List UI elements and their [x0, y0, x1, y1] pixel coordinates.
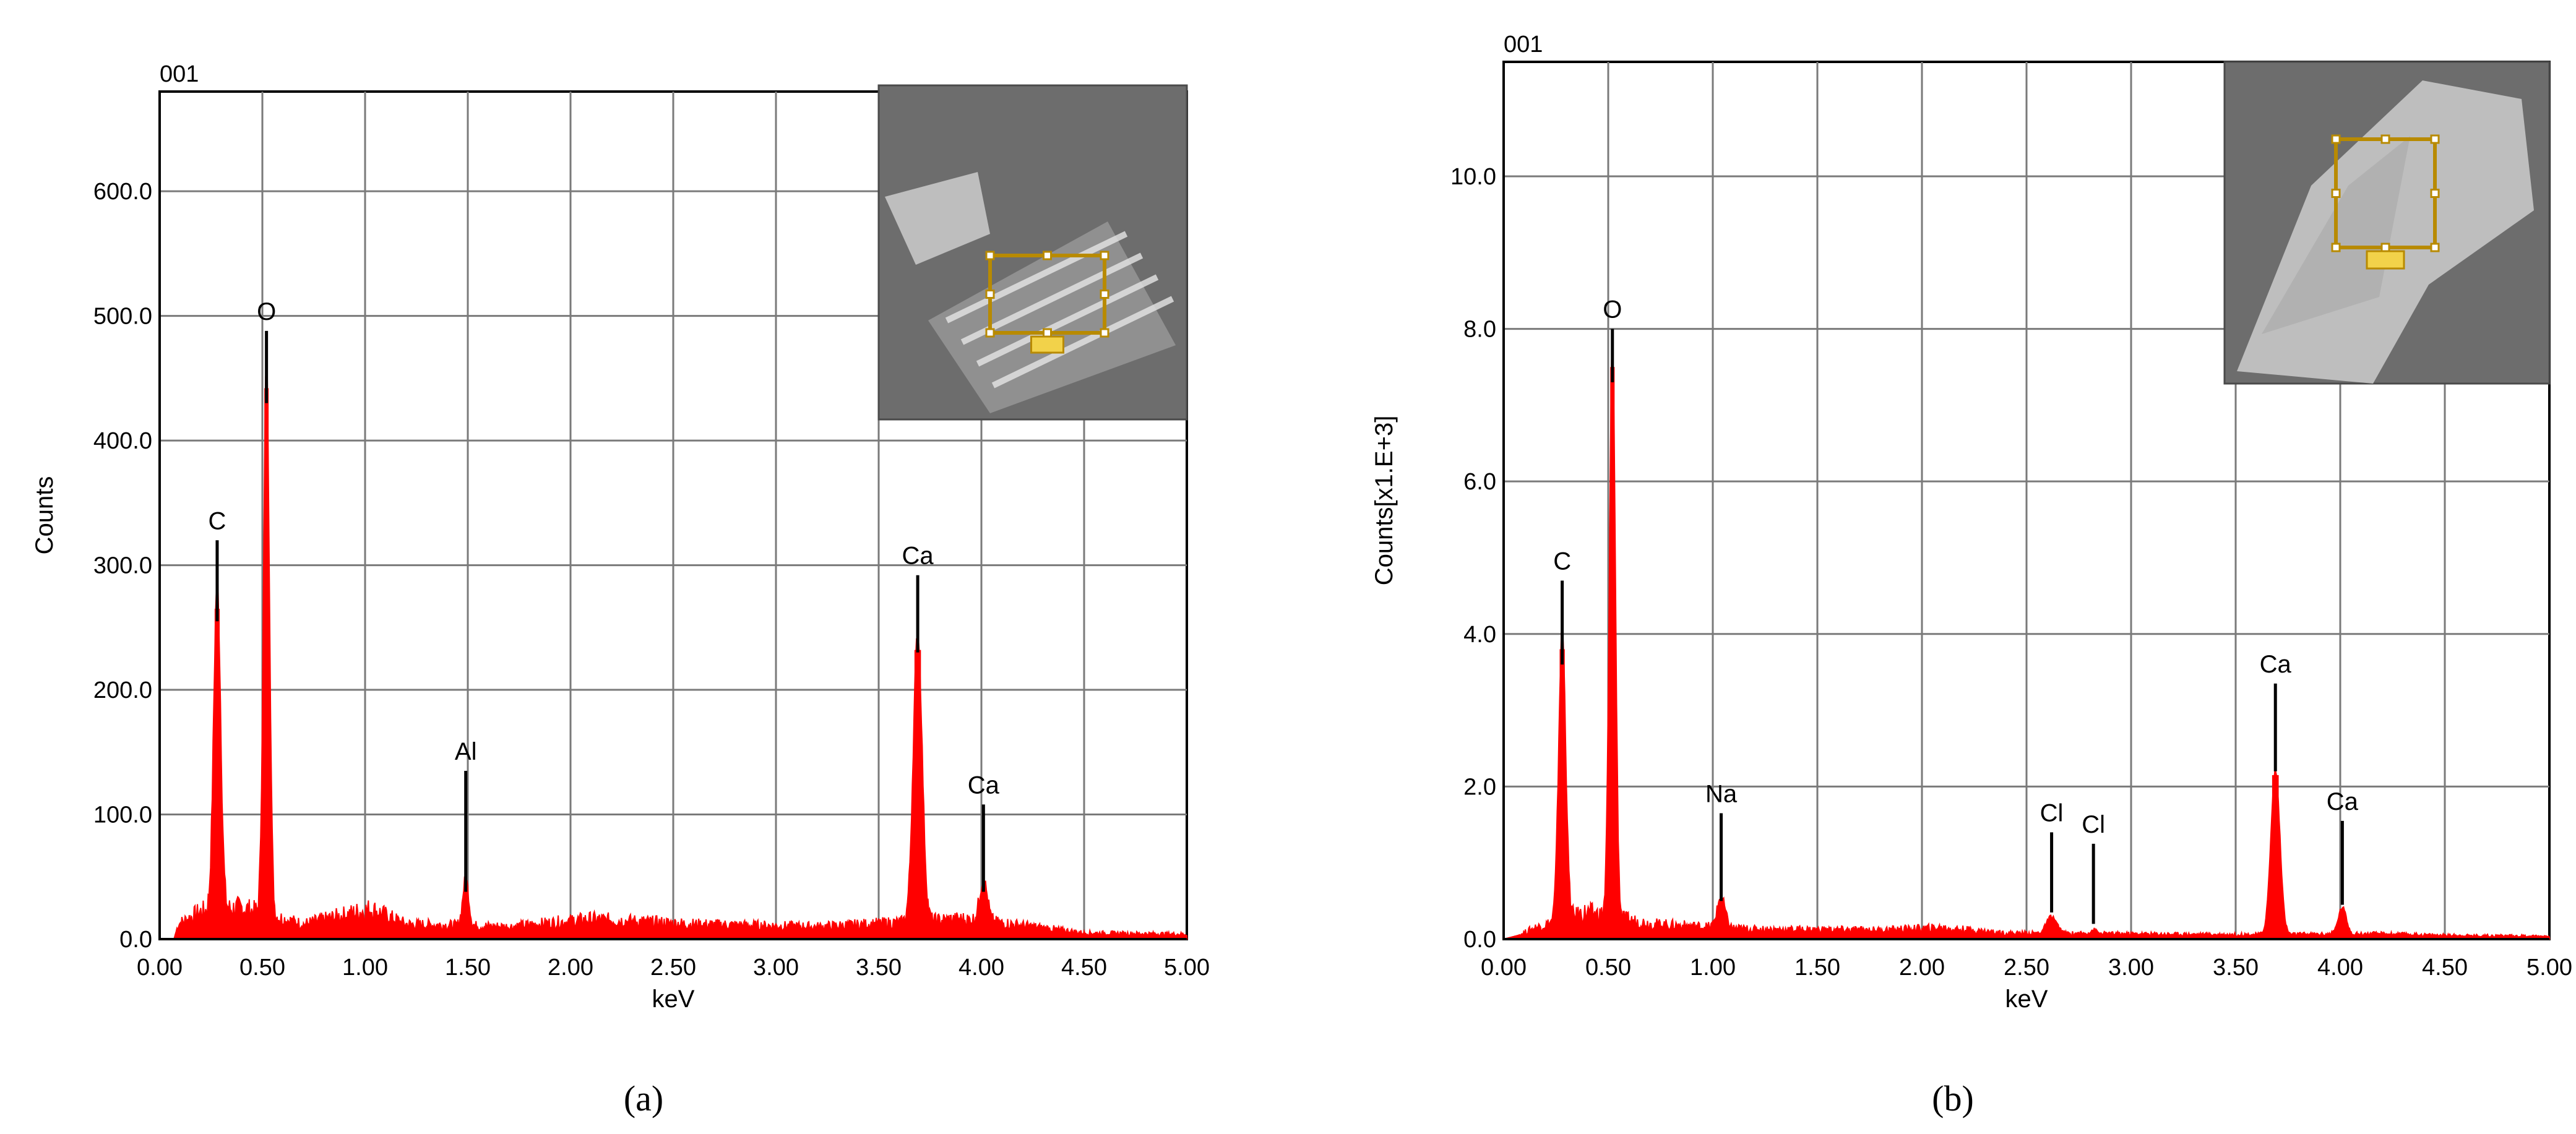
chart-b-y-tick-label: 4.0: [1463, 622, 1496, 648]
chart-b-inset-tag: [2366, 250, 2405, 270]
chart-a-peak-label-2: Al: [455, 738, 477, 765]
chart-a-x-tick-label: 2.50: [650, 955, 696, 981]
chart-b-y-tick-label: 6.0: [1463, 469, 1496, 495]
chart-panel-b: C O Na Cl Cl Ca Ca 0.00 0.50 1.00 1.50 2.00 2.50 3.00…: [1330, 0, 2576, 1134]
chart-b-x-tick-label: 4.50: [2422, 955, 2468, 981]
chart-b-corner-label: 001: [1504, 32, 1543, 58]
chart-a-y-tick-label: 300.0: [93, 553, 152, 579]
chart-a-x-tick-label: 3.00: [753, 955, 799, 981]
chart-a-peak-label-3: Ca: [902, 543, 934, 570]
chart-a-svg: C O Al Ca Ca 0.00 0.50 1.00 1.50 2.00 2.50 3.00 3.50…: [31, 61, 1210, 1119]
chart-a-y-tick-label: 100.0: [93, 802, 152, 828]
chart-b-y-tick-label: 8.0: [1463, 317, 1496, 343]
chart-a-inset-ridge: [976, 274, 1159, 367]
chart-a-x-tick-label: 0.00: [137, 955, 183, 981]
chart-b-x-tick-label: 0.00: [1481, 955, 1527, 981]
chart-b-peak-label-3: Cl: [2040, 799, 2064, 827]
chart-b-x-axis-title: keV: [2005, 986, 2048, 1013]
chart-a-caption: (a): [624, 1078, 663, 1119]
chart-a-sem-inset: [877, 84, 1188, 421]
chart-b-x-tick-label: 1.00: [1690, 955, 1736, 981]
chart-a-inset-handle: [985, 290, 995, 299]
chart-b-inset-handle: [2430, 189, 2440, 198]
chart-a-peak-bar-4: [980, 898, 986, 939]
chart-a-x-tick-label: 5.00: [1164, 955, 1210, 981]
chart-a-x-tick-label: 2.00: [548, 955, 593, 981]
chart-a-inset-ridge: [991, 296, 1174, 389]
chart-b-inset-handle: [2331, 243, 2341, 252]
chart-b-x-tick-label: 2.50: [2004, 955, 2049, 981]
chart-a-y-tick-label: 500.0: [93, 304, 152, 330]
chart-b-y-tick-label: 10.0: [1450, 164, 1496, 190]
chart-a-inset-handle: [1043, 251, 1052, 260]
chart-a-corner-label: 001: [160, 61, 199, 87]
chart-b-sem-inset: [2223, 61, 2551, 385]
chart-a-inset-handle: [985, 251, 995, 260]
chart-b-inset-handle: [2430, 134, 2440, 144]
chart-a-y-tick-label: 600.0: [93, 179, 152, 205]
chart-b-peak-label-5: Ca: [2260, 651, 2292, 678]
chart-b-peak-bar-3: [2048, 922, 2056, 939]
chart-a-spectrum: [160, 369, 1187, 940]
chart-panel-a: C O Al Ca Ca 0.00 0.50 1.00 1.50 2.00 2.50 3.00 3.50…: [0, 0, 1287, 1134]
chart-b-inset-handle: [2331, 134, 2341, 144]
chart-b-peak-bar-0: [1559, 649, 1565, 939]
chart-a-x-tick-label: 4.00: [958, 955, 1004, 981]
chart-b-inset-handle: [2331, 189, 2341, 198]
chart-b-plot: C O Na Cl Cl Ca Ca 0.00 0.50 1.00 1.50 2.00 2.50 3.00…: [1371, 32, 2572, 1013]
chart-a-peak-bar-0: [214, 609, 220, 939]
chart-b-inset-handle: [2380, 243, 2390, 252]
chart-a-y-tick-label: 0.0: [119, 927, 152, 953]
chart-b-y-axis-title: Counts[x1.E+3]: [1371, 416, 1398, 586]
chart-a-peak-label-0: C: [209, 507, 226, 535]
chart-b-x-tick-label: 1.50: [1794, 955, 1840, 981]
chart-a-x-tick-label: 1.00: [342, 955, 388, 981]
chart-b-spectrum: [1503, 346, 2550, 940]
chart-b-x-tick-label: 5.00: [2526, 955, 2572, 981]
chart-b-peak-label-6: Ca: [2327, 788, 2359, 815]
chart-a-inset-handle: [985, 328, 995, 338]
chart-b-x-tick-label: 4.00: [2317, 955, 2363, 981]
chart-a-inset-handle: [1100, 328, 1109, 338]
chart-a-inset-handle: [1043, 328, 1052, 338]
chart-a-y-axis-title: Counts: [31, 476, 58, 555]
chart-a-inset-ridge: [945, 231, 1128, 324]
chart-b-x-tick-label: 3.50: [2213, 955, 2259, 981]
chart-a-y-tick-label: 400.0: [93, 428, 152, 454]
chart-b-peak-bar-1: [1610, 367, 1615, 939]
chart-b-peak-bar-2: [1718, 908, 1725, 939]
chart-b-inset-handle: [2430, 243, 2440, 252]
chart-a-inset-handle: [1100, 290, 1109, 299]
chart-b-peak-label-2: Na: [1705, 781, 1738, 808]
chart-a-inset-ridge: [960, 252, 1144, 345]
chart-b-peak-label-0: C: [1553, 548, 1571, 575]
chart-a-x-tick-label: 4.50: [1061, 955, 1107, 981]
chart-a-inset-handle: [1100, 251, 1109, 260]
chart-a-inset-fragment: [885, 172, 990, 265]
chart-b-inset-handle: [2380, 134, 2390, 144]
chart-b-svg: C O Na Cl Cl Ca Ca 0.00 0.50 1.00 1.50 2.00 2.50 3.00…: [1371, 32, 2572, 1119]
chart-a-peak-bar-1: [264, 388, 269, 939]
chart-b-x-tick-label: 2.00: [1899, 955, 1945, 981]
chart-a-peak-bar-2: [463, 891, 468, 939]
chart-a-x-tick-label: 0.50: [239, 955, 285, 981]
chart-b-x-tick-label: 3.00: [2108, 955, 2154, 981]
chart-a-x-axis-title: keV: [652, 986, 695, 1013]
chart-a-peak-label-4: Ca: [968, 771, 1000, 799]
chart-b-x-tick-label: 0.50: [1585, 955, 1631, 981]
chart-b-caption: (b): [1932, 1078, 1974, 1119]
chart-b-peak-label-4: Cl: [2082, 811, 2105, 838]
chart-a-inset-tag: [1030, 335, 1064, 354]
chart-b-peak-bar-5: [2272, 775, 2279, 939]
chart-b-peak-label-1: O: [1603, 296, 1622, 324]
chart-a-y-tick-label: 200.0: [93, 677, 152, 703]
chart-a-peak-label-1: O: [257, 298, 276, 325]
chart-a-peak-bar-3: [914, 650, 921, 939]
chart-b-peak-bar-4: [2091, 935, 2096, 939]
chart-a-x-tick-label: 3.50: [856, 955, 902, 981]
chart-b-peak-bar-6: [2339, 912, 2346, 939]
chart-b-y-tick-label: 0.0: [1463, 927, 1496, 953]
chart-a-x-tick-label: 1.50: [445, 955, 491, 981]
chart-b-y-tick-label: 2.0: [1463, 774, 1496, 800]
